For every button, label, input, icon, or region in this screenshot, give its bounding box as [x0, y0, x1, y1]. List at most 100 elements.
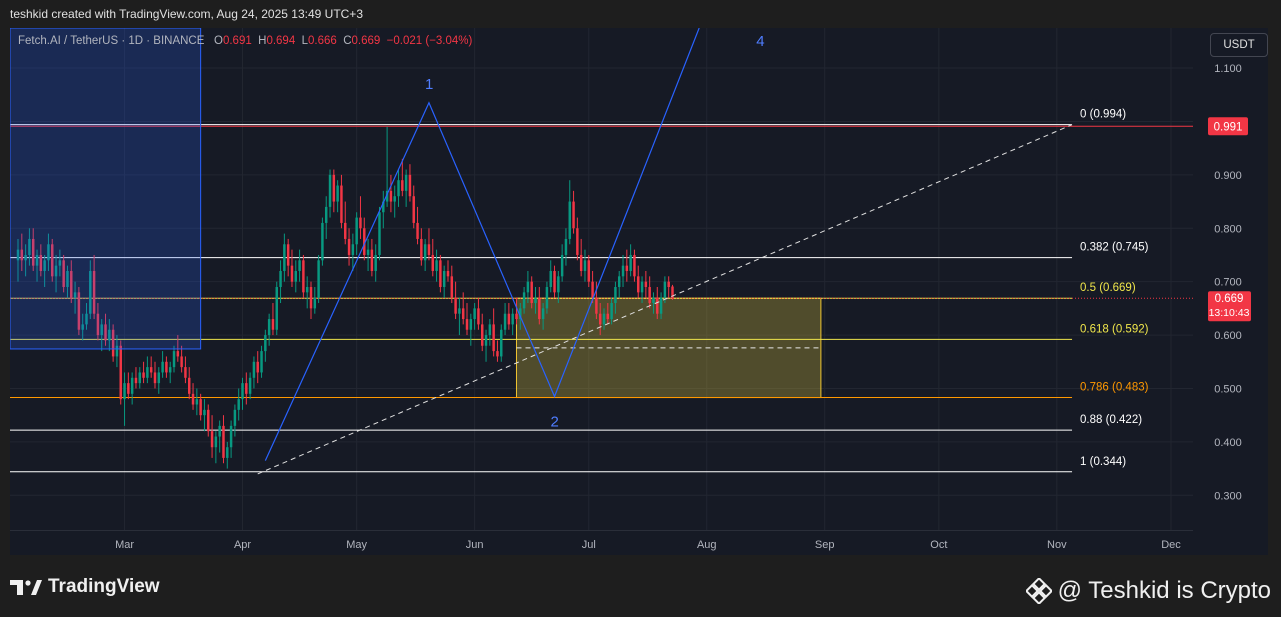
candle-body — [461, 308, 465, 320]
candle-body — [366, 249, 370, 255]
candle-body — [28, 238, 31, 255]
candle-body — [553, 270, 556, 293]
candle-body — [633, 254, 636, 277]
candle-body — [100, 324, 103, 336]
candle-body — [161, 361, 164, 373]
candle-body — [515, 313, 518, 320]
y-tick-label: 0.300 — [1214, 490, 1242, 502]
ohlc-legend: Fetch.AI / TetherUS · 1D · BINANCE O0.69… — [18, 35, 473, 47]
tradingview-logo-icon — [10, 580, 42, 595]
last-price-tag — [1208, 291, 1251, 322]
candle-body — [229, 425, 233, 448]
candle-body — [252, 361, 256, 378]
binance-logo-icon — [1025, 578, 1052, 604]
tradingview-logo: TradingView — [10, 575, 160, 599]
chart-credit: teshkid created with TradingView.com, Au… — [10, 7, 363, 21]
wave-label-1: 1 — [425, 76, 433, 93]
candle-body — [659, 297, 663, 314]
candle-body — [530, 281, 533, 304]
candle-body — [637, 276, 640, 293]
candle-body — [203, 409, 206, 416]
candle-body — [416, 222, 419, 239]
change-value: −0.021 (−3.04%) — [386, 35, 473, 47]
candle-body — [191, 393, 195, 405]
candle-body — [625, 265, 629, 271]
candle-body — [108, 329, 111, 341]
candle-body — [81, 324, 84, 330]
close-value: 0.669 — [351, 35, 381, 47]
candle-body — [389, 190, 393, 202]
candle-body — [305, 287, 309, 293]
candle-body — [51, 244, 54, 277]
tradingview-logo-text: TradingView — [48, 576, 160, 597]
candle-body — [62, 260, 65, 288]
candle-body — [134, 377, 138, 384]
candle-body — [473, 308, 476, 320]
candle-body — [656, 297, 659, 314]
candle-body — [172, 351, 176, 368]
candle-body — [256, 361, 259, 373]
candle-body — [560, 254, 564, 277]
candle-body — [629, 254, 632, 271]
candle-body — [210, 431, 214, 448]
symbol-label[interactable]: Fetch.AI / TetherUS · 1D · BINANCE — [18, 35, 205, 47]
candle-body — [640, 281, 644, 293]
candle-body — [245, 383, 248, 394]
candle-body — [431, 254, 435, 271]
candle-body — [534, 297, 537, 304]
currency-button[interactable]: USDT — [1210, 33, 1268, 57]
wave-label-4: 4 — [756, 33, 764, 50]
candle-body — [667, 281, 670, 288]
x-tick-label: Mar — [115, 539, 134, 551]
candle-body — [446, 270, 450, 277]
candle-body — [31, 238, 35, 266]
fib-label: 0.382 (0.745) — [1080, 242, 1149, 254]
candle-body — [393, 196, 396, 202]
candle-body — [378, 212, 381, 255]
candle-body — [435, 260, 438, 271]
candle-body — [576, 228, 579, 255]
price-chart[interactable]: 0 (0.994) 0.382 (0.745) 0.5 (0.669) 0.618 (… — [10, 28, 1268, 555]
candle-body — [313, 297, 317, 309]
candle-body — [408, 174, 412, 197]
candle-body — [184, 367, 187, 378]
x-tick-label: Jun — [466, 539, 484, 551]
candle-body — [439, 260, 442, 288]
candle-body — [218, 425, 221, 437]
y-tick-label: 0.900 — [1214, 170, 1242, 182]
candle-body — [503, 313, 507, 330]
candle-body — [180, 356, 183, 368]
candle-body — [123, 383, 126, 400]
candle-body — [92, 270, 96, 314]
fib-label: 0.88 (0.422) — [1080, 414, 1142, 426]
candle-body — [526, 281, 530, 293]
chart-panel[interactable]: 0 (0.994) 0.382 (0.745) 0.5 (0.669) 0.618 (… — [10, 28, 1268, 555]
candle-body — [298, 260, 301, 271]
candle-body — [16, 249, 20, 261]
candle-body — [557, 276, 560, 293]
candle-body — [465, 319, 469, 330]
candle-body — [397, 180, 400, 197]
candle-body — [511, 313, 514, 325]
candle-body — [149, 367, 153, 373]
x-tick-label: Sep — [815, 539, 835, 551]
candle-body — [564, 238, 568, 255]
candle-body — [199, 399, 202, 416]
y-tick-label: 0.700 — [1214, 277, 1242, 289]
candle-body — [283, 244, 286, 271]
candle-body — [610, 303, 613, 320]
candle-body — [370, 249, 374, 271]
candle-body — [77, 292, 81, 330]
candle-body — [423, 244, 427, 261]
y-tick-label: 0.500 — [1214, 383, 1242, 395]
candle-body — [427, 244, 431, 255]
candle-body — [454, 297, 457, 314]
candle-body — [382, 201, 385, 213]
x-tick-label: Jul — [582, 539, 596, 551]
y-tick-label: 1.100 — [1214, 63, 1242, 75]
elliott-wave-path — [264, 28, 700, 461]
candle-body — [157, 372, 161, 384]
candle-body — [309, 287, 313, 309]
candle-body — [233, 409, 237, 426]
candle-body — [54, 265, 58, 277]
